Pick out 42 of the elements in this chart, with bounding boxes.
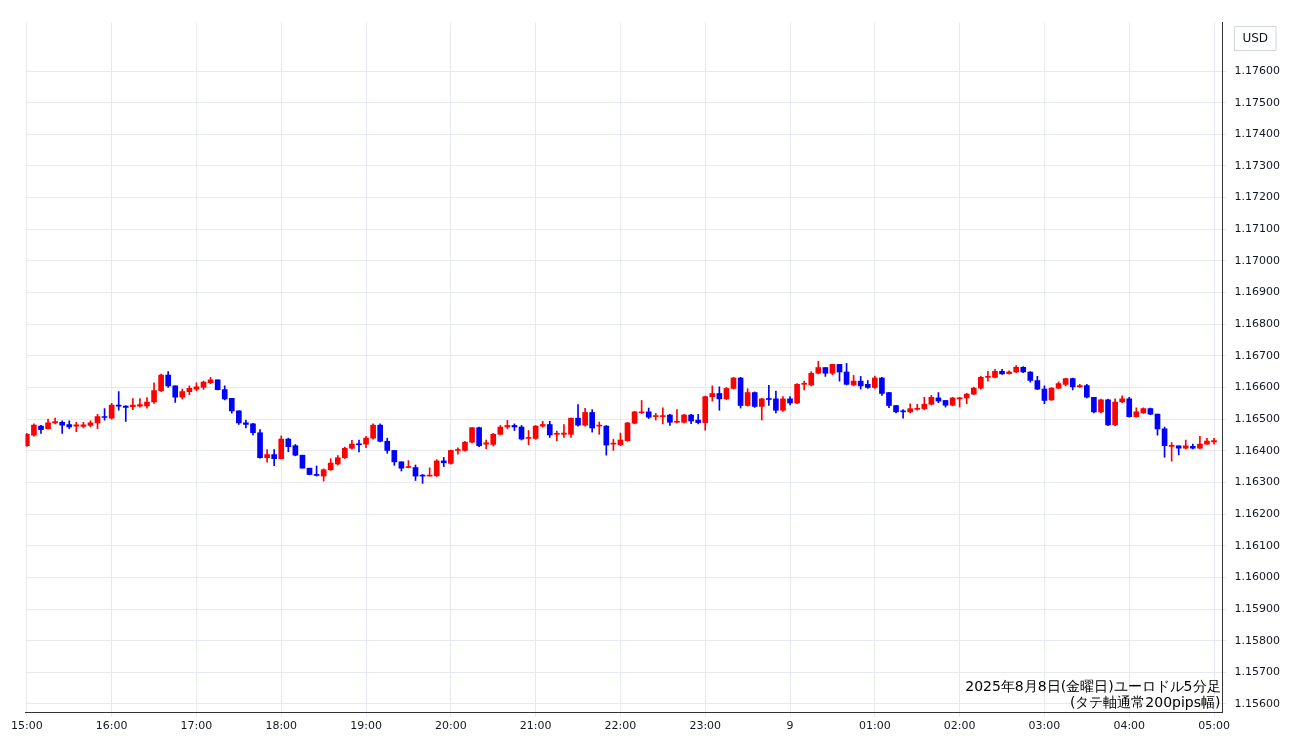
x-tick-label: 02:00 bbox=[943, 719, 976, 733]
y-tick-label: 1.15600 bbox=[1234, 696, 1281, 710]
candlestick bbox=[356, 439, 362, 453]
x-tick-label: 15:00 bbox=[11, 719, 43, 733]
y-tick-label: 1.16600 bbox=[1234, 380, 1281, 394]
y-tick-label: 1.16200 bbox=[1234, 506, 1281, 520]
annotation: 2025年8月8日(金曜日)ユーロドル5分足 bbox=[965, 678, 1221, 695]
annotation: (タテ軸通常200pips幅) bbox=[1069, 694, 1221, 711]
x-tick-label: 01:00 bbox=[858, 719, 891, 733]
y-tick-label: 1.16400 bbox=[1234, 443, 1281, 457]
y-tick-label: 1.15800 bbox=[1234, 633, 1281, 647]
y-tick-label: 1.16500 bbox=[1234, 411, 1281, 425]
candlestick bbox=[73, 421, 80, 433]
x-tick-label: 05:00 bbox=[1198, 719, 1230, 733]
x-tick-label: 9 bbox=[786, 719, 794, 733]
y-tick-label: 1.17600 bbox=[1234, 63, 1281, 77]
y-tick-label: 1.16800 bbox=[1234, 317, 1281, 331]
y-tick-label: 1.17300 bbox=[1234, 158, 1281, 172]
x-tick-label: 22:00 bbox=[604, 719, 637, 733]
y-axis-title: USD bbox=[1242, 30, 1269, 45]
x-tick-label: 20:00 bbox=[434, 719, 467, 733]
y-tick-label: 1.16100 bbox=[1234, 538, 1281, 552]
y-tick-label: 1.17200 bbox=[1234, 190, 1281, 204]
x-tick-label: 17:00 bbox=[180, 719, 213, 733]
y-tick-label: 1.15900 bbox=[1234, 601, 1281, 615]
y-tick-label: 1.16900 bbox=[1234, 285, 1281, 299]
y-tick-label: 1.16000 bbox=[1234, 570, 1281, 584]
x-tick-label: 04:00 bbox=[1113, 719, 1146, 733]
y-tick-label: 1.17400 bbox=[1234, 127, 1281, 141]
y-tick-label: 1.17100 bbox=[1234, 222, 1281, 236]
x-tick-label: 03:00 bbox=[1028, 719, 1061, 733]
x-tick-label: 18:00 bbox=[265, 719, 298, 733]
y-tick-label: 1.17000 bbox=[1234, 253, 1281, 267]
x-tick-label: 19:00 bbox=[350, 719, 382, 733]
y-tick-label: 1.17500 bbox=[1234, 95, 1281, 109]
y-tick-label: 1.16300 bbox=[1234, 475, 1281, 489]
candlestick bbox=[122, 405, 129, 422]
y-tick-label: 1.15700 bbox=[1234, 665, 1281, 679]
x-tick-label: 21:00 bbox=[519, 719, 552, 733]
x-tick-label: 23:00 bbox=[689, 719, 722, 733]
x-tick-label: 16:00 bbox=[95, 719, 128, 733]
y-tick-label: 1.16700 bbox=[1234, 348, 1281, 362]
